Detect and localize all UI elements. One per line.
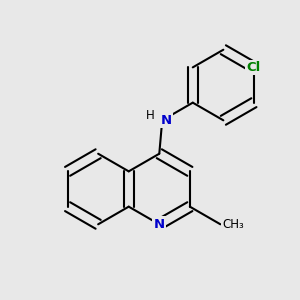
Text: CH₃: CH₃ — [222, 218, 244, 231]
Text: Cl: Cl — [247, 61, 261, 74]
Text: N: N — [154, 218, 165, 231]
Text: H: H — [146, 109, 154, 122]
Text: N: N — [160, 114, 172, 127]
